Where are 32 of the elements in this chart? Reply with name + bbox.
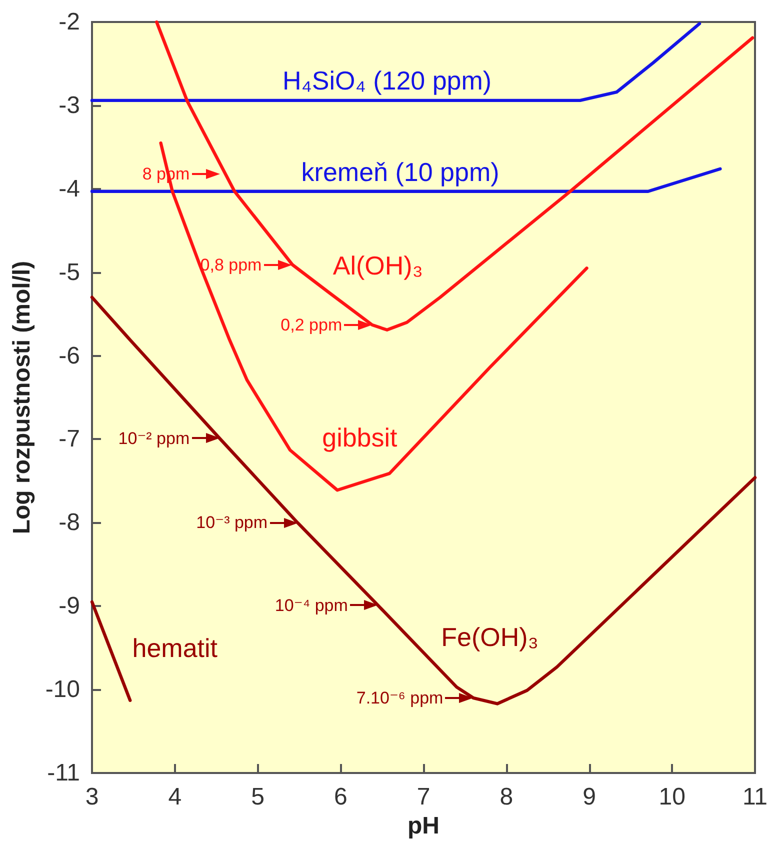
- y-tick-label: -9: [58, 592, 80, 620]
- series-label: hematit: [132, 632, 218, 663]
- y-axis-title: Log rozpustnosti (mol/l): [8, 260, 36, 534]
- series-label: H₄SiO₄ (120 ppm): [282, 65, 492, 96]
- x-tick-label: 6: [334, 784, 348, 810]
- y-tick-label: -3: [58, 92, 80, 119]
- x-tick-label: 5: [251, 784, 264, 810]
- y-tick-label: -6: [58, 342, 80, 370]
- x-tick-label: 10: [658, 784, 686, 810]
- y-tick-label: -8: [58, 509, 80, 536]
- x-tick-label: 4: [168, 784, 182, 810]
- annotation: 10⁻³ ppm: [196, 513, 268, 532]
- annotation: 0,2 ppm: [280, 315, 342, 334]
- y-tick-label: -4: [58, 175, 80, 202]
- series-label: gibbsit: [322, 422, 398, 453]
- x-tick-label: 7: [416, 784, 430, 810]
- y-tick-label: -11: [47, 760, 80, 786]
- annotation: 10⁻⁴ ppm: [274, 596, 348, 615]
- x-tick-label: 11: [742, 784, 768, 810]
- annotation: 7.10⁻⁶ ppm: [356, 688, 444, 708]
- x-tick-label: 3: [85, 784, 99, 810]
- x-tick-label: 9: [582, 784, 596, 810]
- x-tick-label: 8: [500, 784, 514, 810]
- y-tick-label: -5: [58, 258, 80, 286]
- series-label: Fe(OH)₃: [441, 622, 538, 652]
- legend-label: Al(OH)₃: [332, 250, 423, 281]
- y-tick-label: -10: [45, 676, 80, 704]
- series-label: kremeň (10 ppm): [301, 157, 500, 188]
- y-tick-label: -7: [58, 426, 80, 453]
- annotation: 10⁻² ppm: [118, 428, 190, 448]
- x-axis-title: pH: [408, 812, 440, 840]
- y-tick-label: -2: [58, 8, 80, 36]
